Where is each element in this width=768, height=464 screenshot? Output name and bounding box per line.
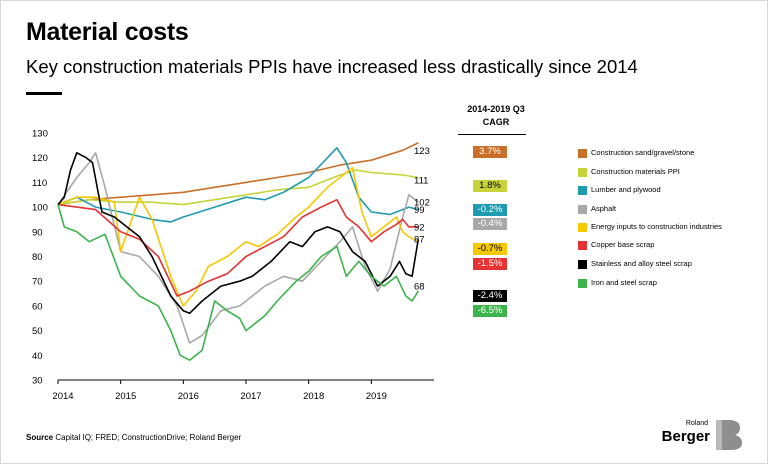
legend-swatch — [578, 167, 587, 177]
end-value-label: 123 — [414, 146, 430, 157]
page-subtitle: Key construction materials PPIs have inc… — [26, 56, 638, 77]
legend-swatch — [578, 240, 587, 250]
end-value-label: 92 — [414, 222, 425, 233]
legend-label: Energy inputs to construction industries — [591, 222, 722, 232]
page-title: Material costs — [26, 18, 189, 46]
series-line-1 — [57, 169, 419, 206]
source-note: Source Capital IQ; FRED; ConstructionDri… — [26, 433, 241, 442]
y-tick-label: 70 — [32, 277, 43, 288]
series-line-0 — [57, 142, 419, 206]
legend-label: Lumber and plywood — [591, 185, 661, 195]
legend-swatch — [578, 185, 587, 195]
cagr-heading-label: CAGR — [482, 117, 510, 127]
legend-item: Stainless and alloy steel scrap — [578, 259, 692, 271]
legend-item: Lumber and plywood — [578, 185, 661, 197]
x-tick-label: 2015 — [115, 391, 136, 402]
cagr-badge: -2.4% — [473, 290, 507, 302]
legend-item: Asphalt — [578, 204, 616, 216]
legend-swatch — [578, 148, 587, 158]
cagr-badge: -6.5% — [473, 305, 507, 317]
legend-item: Construction sand/gravel/stone — [578, 148, 694, 160]
y-tick-label: 90 — [32, 227, 43, 238]
series-line-2 — [57, 147, 419, 223]
cagr-heading-period: 2014-2019 Q3 — [467, 104, 525, 114]
y-tick-label: 100 — [32, 203, 48, 214]
y-tick-label: 80 — [32, 252, 43, 263]
legend-item: Iron and steel scrap — [578, 278, 657, 290]
x-tick-label: 2019 — [366, 391, 387, 402]
logo-mark-icon — [716, 420, 742, 450]
logo-roland: Roland — [685, 420, 708, 427]
logo-berger: Berger — [661, 428, 710, 445]
y-tick-label: 30 — [32, 376, 43, 387]
source-label: Source — [26, 433, 54, 442]
cagr-heading-rule — [458, 134, 526, 135]
y-tick-label: 110 — [32, 178, 47, 189]
series-line-6 — [57, 152, 420, 315]
cagr-badge: 3.7% — [473, 146, 507, 158]
end-value-label: 87 — [414, 235, 425, 246]
legend-label: Copper base scrap — [591, 240, 655, 250]
cagr-badge: -1.5% — [473, 258, 507, 270]
series-line-5 — [57, 198, 419, 297]
title-rule — [26, 92, 62, 95]
legend-item: Construction materials PPI — [578, 167, 680, 179]
legend-label: Asphalt — [591, 204, 617, 214]
legend-label: Construction sand/gravel/stone — [591, 148, 695, 158]
series-line-4 — [57, 166, 419, 307]
x-tick-label: 2016 — [178, 391, 199, 402]
legend-item: Energy inputs to construction industries — [578, 222, 722, 234]
legend-swatch — [578, 204, 587, 214]
source-text: Capital IQ; FRED; ConstructionDrive; Rol… — [55, 433, 242, 442]
end-value-label: 99 — [414, 205, 425, 216]
series-line-7 — [57, 204, 419, 361]
y-tick-label: 120 — [32, 153, 48, 164]
cagr-badge: -0.2% — [473, 204, 507, 216]
legend-item: Copper base scrap — [578, 240, 654, 252]
end-value-label: 111 — [414, 175, 428, 186]
legend-swatch — [578, 259, 587, 269]
legend-label: Construction materials PPI — [591, 167, 680, 177]
end-value-label: 68 — [414, 282, 425, 293]
y-tick-label: 50 — [32, 326, 43, 337]
y-tick-label: 60 — [32, 301, 43, 312]
legend-label: Iron and steel scrap — [591, 278, 657, 288]
y-tick-label: 130 — [32, 129, 48, 140]
cagr-badge: 1.8% — [473, 180, 507, 192]
cagr-heading: 2014-2019 Q3 CAGR — [452, 103, 540, 129]
x-tick-label: 2017 — [240, 391, 261, 402]
legend-label: Stainless and alloy steel scrap — [591, 259, 692, 269]
end-value-label: 102 — [414, 198, 430, 209]
roland-berger-logo: Roland Berger — [662, 418, 746, 452]
y-tick-label: 40 — [32, 351, 43, 362]
legend-swatch — [578, 222, 587, 232]
cagr-badge: -0.4% — [473, 218, 507, 230]
x-tick-label: 2018 — [303, 391, 324, 402]
cagr-badge: -0.7% — [473, 243, 507, 255]
legend-swatch — [578, 278, 587, 288]
x-tick-label: 2014 — [52, 391, 73, 402]
series-line-3 — [57, 152, 419, 344]
